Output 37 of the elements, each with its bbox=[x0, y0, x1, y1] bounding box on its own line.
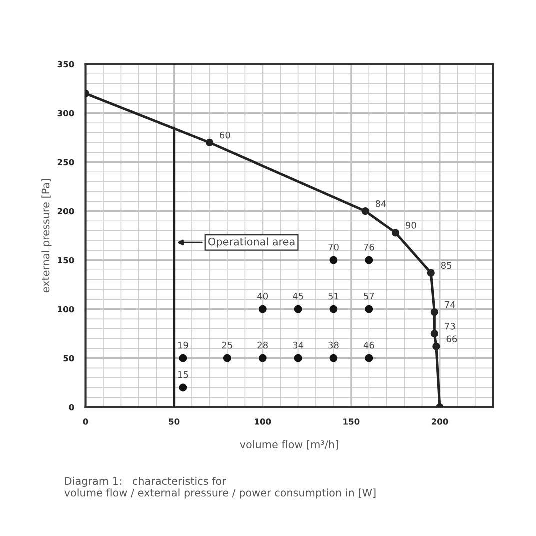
y-axis-title: external pressure [Pa] bbox=[42, 179, 52, 293]
y-tick-label: 250 bbox=[58, 159, 74, 166]
annotation: 66 bbox=[446, 336, 458, 343]
annotation: 73 bbox=[445, 322, 456, 330]
y-tick-label: 350 bbox=[58, 61, 74, 68]
y-tick-label: 50 bbox=[64, 355, 74, 362]
y-tick-label: 300 bbox=[58, 110, 74, 117]
annotation: 51 bbox=[328, 293, 339, 300]
annotation: 84 bbox=[376, 200, 386, 208]
y-tick-label: 0 bbox=[69, 404, 74, 411]
annotation: 60 bbox=[220, 132, 230, 139]
x-tick-label: 50 bbox=[169, 418, 180, 425]
annotation: 38 bbox=[328, 342, 339, 349]
annotation: Operational area bbox=[208, 238, 295, 248]
annotation: 45 bbox=[292, 293, 304, 300]
x-tick-label: 0 bbox=[83, 418, 88, 425]
y-tick-label: 150 bbox=[58, 257, 74, 264]
annotation: 70 bbox=[328, 244, 339, 251]
annotation: 34 bbox=[293, 342, 304, 349]
annotation: 40 bbox=[258, 292, 268, 300]
x-tick-label: 150 bbox=[344, 418, 360, 425]
annotation: 15 bbox=[178, 371, 188, 378]
annotation: 74 bbox=[445, 302, 456, 308]
annotation: 28 bbox=[258, 342, 268, 349]
annotation: 76 bbox=[364, 244, 374, 251]
annotation: 46 bbox=[364, 342, 374, 349]
annotation: 25 bbox=[222, 342, 232, 349]
annotation: 57 bbox=[364, 293, 374, 300]
y-tick-label: 200 bbox=[58, 208, 74, 215]
x-tick-label: 200 bbox=[432, 418, 448, 425]
x-axis-title: volume flow [m³/h] bbox=[240, 440, 338, 450]
annotation: 90 bbox=[406, 222, 416, 229]
annotation: 19 bbox=[178, 342, 188, 349]
x-tick-label: 100 bbox=[255, 418, 272, 425]
annotation: 85 bbox=[441, 262, 452, 270]
y-tick-label: 100 bbox=[58, 306, 74, 313]
text: Diagram 1: characteristics for volume flow / external pressure / power consumption in [W] bbox=[64, 477, 376, 499]
